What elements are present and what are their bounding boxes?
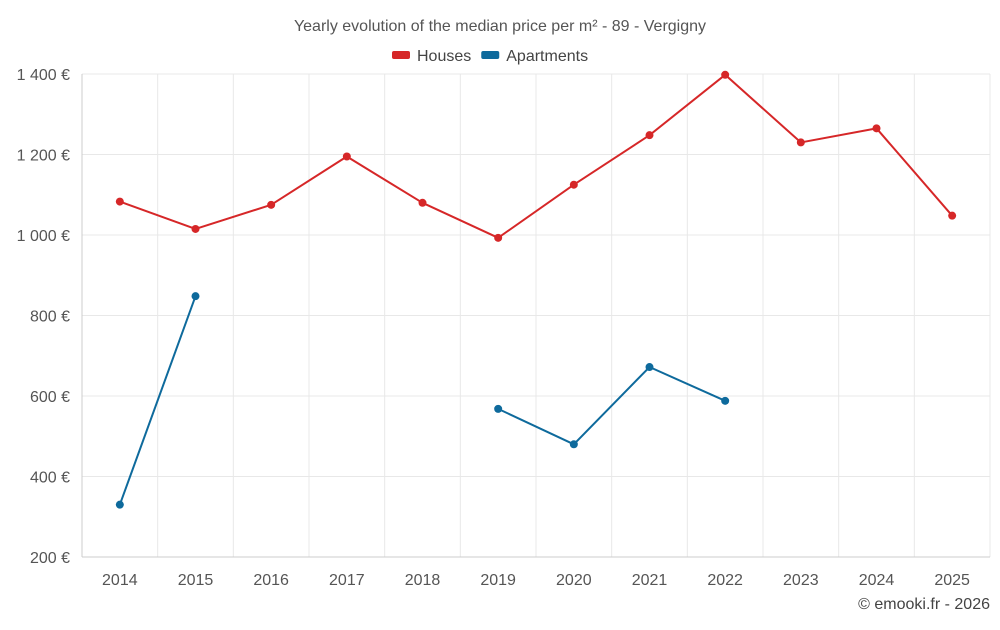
data-point-apartments[interactable] [569, 440, 578, 449]
series-houses [115, 70, 957, 242]
legend-item-houses[interactable]: Houses [392, 48, 471, 65]
data-point-houses[interactable] [494, 233, 503, 242]
gridlines [81, 73, 991, 558]
data-point-houses[interactable] [948, 211, 957, 220]
legend: Houses Apartments [392, 48, 588, 65]
x-tick-label: 2017 [329, 572, 365, 589]
y-tick-label: 1 000 € [17, 228, 70, 245]
y-tick-label: 1 400 € [17, 67, 70, 84]
series-apartments [115, 292, 730, 509]
x-tick-label: 2024 [859, 572, 895, 589]
series-layer [115, 70, 957, 509]
y-tick-label: 400 € [30, 470, 70, 487]
series-line-apartments [118, 295, 197, 506]
data-point-houses[interactable] [342, 152, 351, 161]
legend-label-apartments: Apartments [506, 48, 588, 65]
chart-title: Yearly evolution of the median price per… [294, 18, 706, 35]
y-tick-label: 600 € [30, 389, 70, 406]
x-tick-label: 2019 [480, 572, 516, 589]
series-line-houses [119, 73, 953, 239]
data-point-apartments[interactable] [191, 292, 200, 301]
data-point-apartments[interactable] [115, 500, 124, 509]
data-point-houses[interactable] [569, 180, 578, 189]
x-tick-label: 2015 [178, 572, 214, 589]
data-point-houses[interactable] [191, 224, 200, 233]
data-point-apartments[interactable] [721, 396, 730, 405]
series-line-apartments [497, 366, 726, 446]
legend-label-houses: Houses [417, 48, 471, 65]
data-point-houses[interactable] [872, 124, 881, 133]
x-tick-label: 2023 [783, 572, 819, 589]
x-tick-label: 2025 [934, 572, 970, 589]
data-point-houses[interactable] [721, 70, 730, 79]
y-tick-label: 200 € [30, 550, 70, 567]
x-tick-label: 2016 [253, 572, 289, 589]
data-point-houses[interactable] [267, 200, 276, 209]
x-tick-label: 2020 [556, 572, 592, 589]
y-axis: 200 € 400 € 600 € 800 € 1 000 € 1 200 € 1 400 … [17, 67, 83, 567]
data-point-apartments[interactable] [494, 404, 503, 413]
y-tick-label: 800 € [30, 309, 70, 326]
legend-item-apartments[interactable]: Apartments [481, 48, 588, 65]
data-point-apartments[interactable] [645, 363, 654, 372]
x-tick-label: 2018 [405, 572, 441, 589]
legend-swatch-houses [392, 51, 410, 59]
data-point-houses[interactable] [418, 198, 427, 207]
credit-text: © emooki.fr - 2026 [858, 596, 990, 613]
data-point-houses[interactable] [796, 138, 805, 147]
y-tick-label: 1 200 € [17, 148, 70, 165]
x-axis: 2014 2015 2016 2017 2018 2019 2020 2021 2022 2023… [82, 556, 990, 589]
x-tick-label: 2014 [102, 572, 138, 589]
data-point-houses[interactable] [115, 197, 124, 206]
x-tick-label: 2022 [707, 572, 743, 589]
data-point-houses[interactable] [645, 131, 654, 140]
legend-swatch-apartments [481, 51, 500, 59]
x-tick-label: 2021 [632, 572, 668, 589]
